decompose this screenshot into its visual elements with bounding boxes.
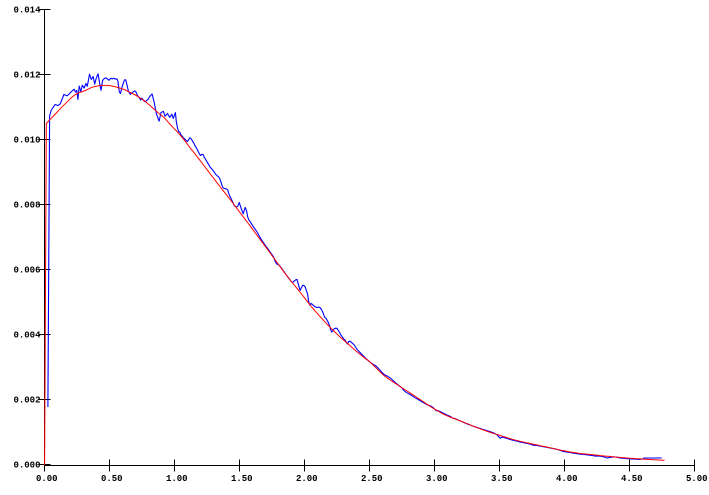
svg-text:1.50: 1.50 bbox=[231, 474, 253, 484]
svg-text:4.00: 4.00 bbox=[556, 474, 578, 484]
svg-text:2.50: 2.50 bbox=[361, 474, 383, 484]
svg-text:5.00: 5.00 bbox=[686, 474, 708, 484]
svg-text:2.00: 2.00 bbox=[296, 474, 318, 484]
svg-text:0.006: 0.006 bbox=[13, 265, 40, 275]
svg-text:3.50: 3.50 bbox=[491, 474, 513, 484]
svg-text:4.50: 4.50 bbox=[621, 474, 643, 484]
svg-text:0.000: 0.000 bbox=[13, 460, 40, 470]
svg-text:0.012: 0.012 bbox=[13, 70, 40, 80]
svg-text:0.014: 0.014 bbox=[13, 5, 41, 15]
svg-text:0.002: 0.002 bbox=[13, 395, 40, 405]
svg-text:0.010: 0.010 bbox=[13, 135, 40, 145]
svg-text:0.50: 0.50 bbox=[101, 474, 123, 484]
svg-text:0.00: 0.00 bbox=[36, 474, 58, 484]
svg-text:0.008: 0.008 bbox=[13, 200, 40, 210]
svg-text:0.004: 0.004 bbox=[13, 330, 41, 340]
svg-text:1.00: 1.00 bbox=[166, 474, 188, 484]
svg-text:3.00: 3.00 bbox=[426, 474, 448, 484]
